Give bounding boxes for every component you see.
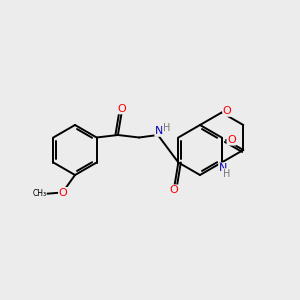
Text: O: O <box>227 135 236 145</box>
Text: O: O <box>58 188 68 197</box>
Text: H: H <box>224 169 231 179</box>
Text: CH₃: CH₃ <box>32 189 46 198</box>
Text: O: O <box>117 104 126 114</box>
Text: N: N <box>219 163 227 173</box>
Text: H: H <box>163 123 170 133</box>
Text: O: O <box>169 185 178 195</box>
Text: O: O <box>223 106 232 116</box>
Text: N: N <box>155 126 163 136</box>
